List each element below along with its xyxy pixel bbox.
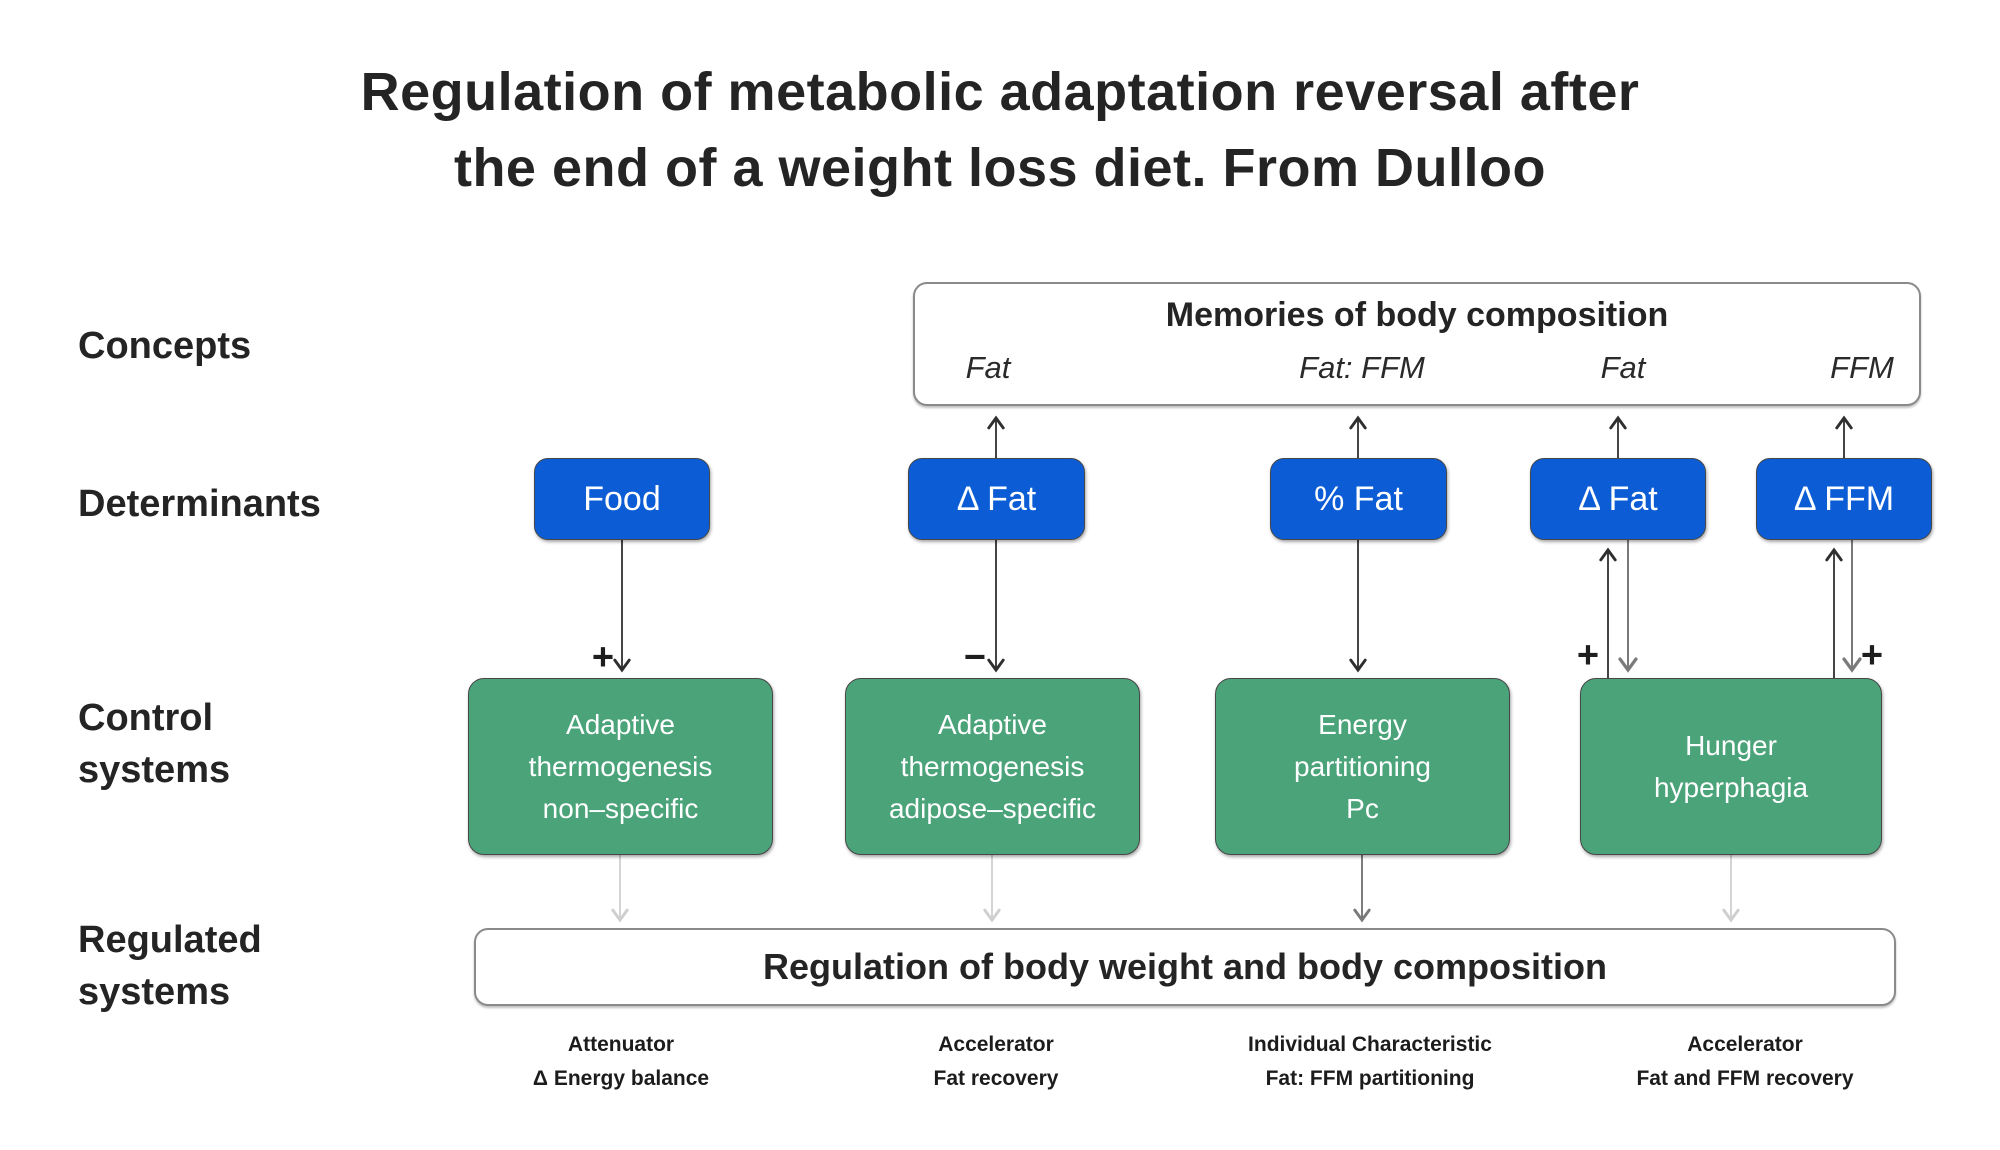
control-box-line: Pc [1346,792,1379,824]
control-box-line: adipose–specific [888,792,1097,824]
sign-hunger-fat-plus: + [1576,634,1600,677]
row-label-control-systems: Control systems [78,692,230,796]
control-box-line: thermogenesis [528,750,713,782]
control-box-line: Energy [1318,708,1407,740]
regulation-box: Regulation of body weight and body compo… [474,928,1896,1006]
determinant-box-delta-fat-1: Δ Fat [908,458,1085,540]
memories-item-ffm: FFM [1830,350,1894,385]
bottom-label-line1: Accelerator [938,1033,1054,1056]
control-box-thermogenesis-nonspecific: Adaptive thermogenesis non–specific [468,678,773,855]
memories-box: Memories of body composition Fat Fat: FF… [913,282,1921,406]
determinant-box-delta-ffm: Δ FFM [1756,458,1932,540]
bottom-label-accelerator-fat: Accelerator Fat recovery [934,1028,1059,1096]
sign-hunger-ffm-plus: + [1860,634,1884,677]
bottom-label-line1: Accelerator [1687,1033,1803,1056]
bottom-label-line2: Fat recovery [933,1067,1059,1090]
determinant-box-food: Food [534,458,710,540]
control-box-hunger-hyperphagia: Hunger hyperphagia [1580,678,1882,855]
control-box-line: Hunger [1685,729,1777,761]
control-box-line: thermogenesis [900,750,1085,782]
bottom-label-line2: Fat: FFM partitioning [1265,1067,1475,1090]
row-label-concepts: Concepts [78,325,252,367]
bottom-label-line1: Individual Characteristic [1248,1033,1492,1056]
determinant-box-delta-fat-2: Δ Fat [1530,458,1706,540]
page-title-line2: the end of a weight loss diet. From Dull… [453,138,1547,198]
control-box-line: Adaptive [566,708,675,740]
bottom-label-individual-characteristic: Individual Characteristic Fat: FFM parti… [1248,1028,1492,1096]
regulation-box-title: Regulation of body weight and body compo… [763,946,1607,987]
control-box-line: partitioning [1294,750,1431,782]
memories-title: Memories of body composition [1165,296,1669,334]
row-label-control-line2: systems [78,749,231,791]
determinant-box-percent-fat: % Fat [1270,458,1447,540]
memories-item-fat-1: Fat [965,350,1011,385]
memories-item-fat-ffm: Fat: FFM [1299,350,1425,385]
row-label-regulated-systems: Regulated systems [78,914,262,1018]
bottom-label-line2: Δ Energy balance [532,1067,710,1090]
sign-food-plus: + [591,636,615,679]
control-box-energy-partitioning: Energy partitioning Pc [1215,678,1510,855]
control-box-line: hyperphagia [1653,771,1809,803]
bottom-label-accelerator-fat-ffm: Accelerator Fat and FFM recovery [1636,1028,1853,1096]
control-box-thermogenesis-adipose: Adaptive thermogenesis adipose–specific [845,678,1140,855]
row-label-regulated-line2: systems [78,971,231,1013]
bottom-label-line1: Attenuator [567,1033,675,1056]
bottom-label-attenuator: Attenuator Δ Energy balance [533,1028,709,1096]
memories-item-fat-2: Fat [1600,350,1646,385]
control-box-line: non–specific [542,792,699,824]
control-box-line: Adaptive [938,708,1047,740]
sign-delta-fat-minus: − [963,636,987,679]
page-title-line1: Regulation of metabolic adaptation rever… [360,62,1640,122]
page-title: Regulation of metabolic adaptation rever… [0,54,2000,206]
row-label-control-line1: Control [78,697,214,739]
row-label-regulated-line1: Regulated [78,919,262,961]
bottom-label-line2: Fat and FFM recovery [1636,1067,1854,1090]
row-label-determinants: Determinants [78,483,321,525]
